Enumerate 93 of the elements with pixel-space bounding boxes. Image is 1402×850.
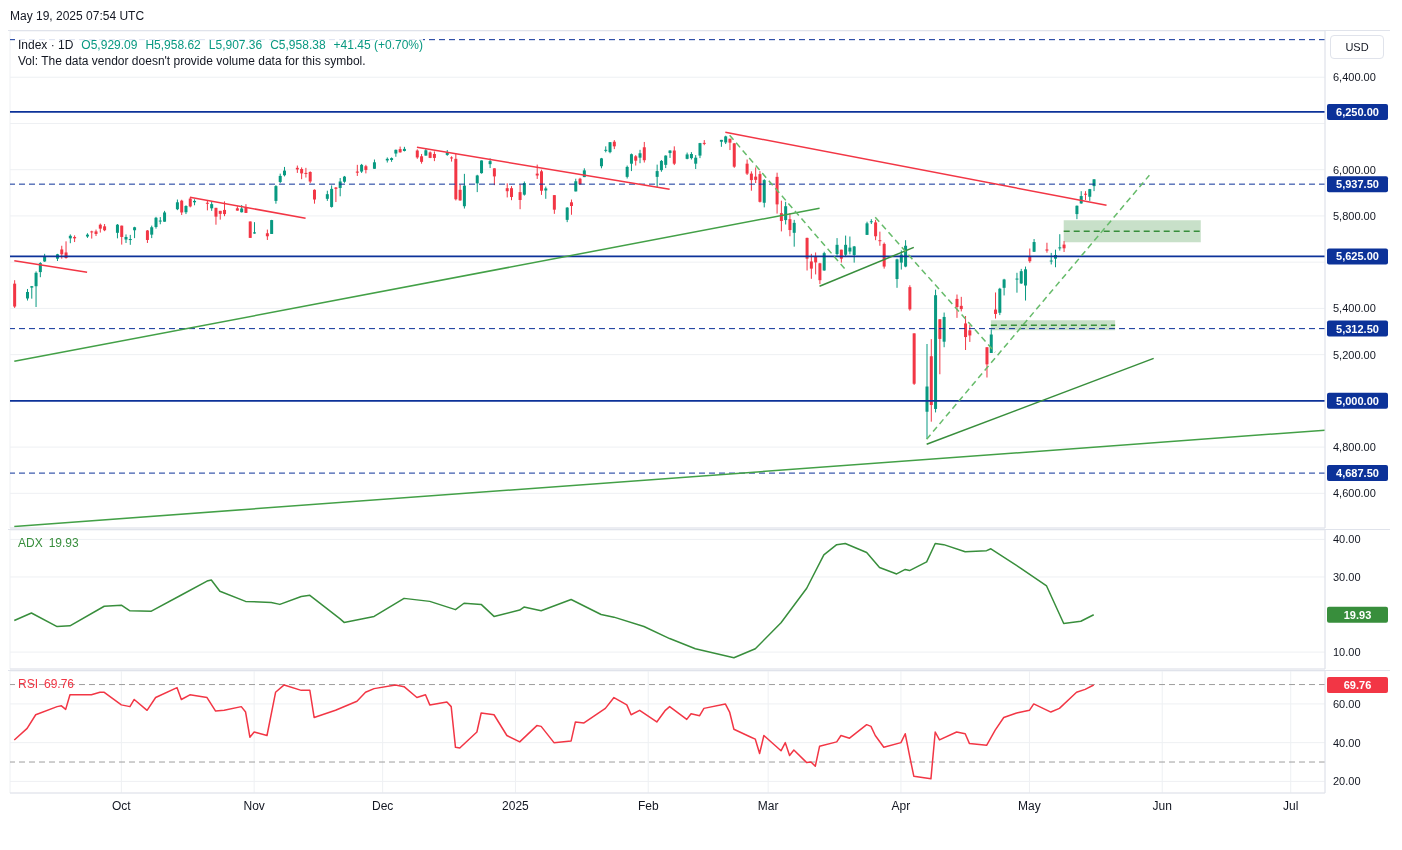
text: May 19, 2025 07:54 UTC	[9, 8, 146, 25]
y-tick-label: 40.00	[1333, 533, 1361, 546]
candlestick	[1015, 272, 1019, 294]
candlestick	[304, 167, 308, 179]
candlestick	[552, 194, 556, 215]
y-tick-label: 6,000.00	[1333, 163, 1376, 176]
candlestick	[1058, 233, 1062, 252]
candlestick	[330, 184, 334, 209]
x-tick-label: Jul	[1283, 798, 1299, 813]
candlestick	[488, 157, 492, 169]
candlestick	[994, 291, 998, 320]
annotation: 69.76	[44, 677, 75, 691]
candlestick	[34, 270, 38, 308]
series-label: RSI	[18, 677, 39, 691]
candlestick	[895, 258, 899, 289]
text: 19.93	[1343, 608, 1372, 621]
y-tick-label: 10.00	[1333, 646, 1361, 658]
candlestick	[985, 346, 989, 379]
y-axis-title: USD	[1330, 35, 1384, 59]
annotation: H5,958.62	[145, 38, 201, 52]
candlestick	[124, 233, 128, 244]
text: ADX	[18, 536, 43, 550]
y-tick-label: 4,800.00	[1333, 441, 1376, 453]
annotation: C5,958.38	[270, 38, 326, 52]
ref-line-label: 4,687.50	[1336, 467, 1379, 480]
x-tick-label: Feb	[637, 798, 659, 813]
ref-line-label: 5,937.50	[1336, 178, 1379, 191]
y-tick-label: 60.00	[1333, 697, 1361, 710]
annotation: Vol: The data vendor doesn't provide volume data for this symbol.	[18, 53, 367, 69]
candlestick	[1024, 266, 1028, 302]
ref-line-label: 5,625.00	[1336, 250, 1379, 263]
candlestick	[792, 219, 796, 248]
text: 69.76	[1343, 679, 1372, 692]
y-tick-label: 30.00	[1333, 570, 1361, 583]
y-tick-label: 5,200.00	[1333, 348, 1376, 361]
x-tick-label: Apr	[891, 798, 911, 813]
candlestick	[822, 251, 826, 272]
candlestick	[672, 145, 676, 166]
candlestick	[844, 235, 848, 258]
x-tick-label: Mar	[757, 798, 779, 813]
candlestick	[908, 284, 912, 312]
ref-line-label: 5,000.00	[1336, 394, 1379, 407]
y-tick-label: 20.00	[1333, 775, 1361, 788]
x-tick-label: Dec	[371, 798, 394, 813]
ref-line-label: 5,312.50	[1336, 322, 1379, 335]
ref-line-label: 6,250.00	[1336, 105, 1379, 118]
text: Index · 1D	[18, 38, 74, 52]
candlestick	[848, 236, 852, 255]
annotation: L5,907.36	[208, 38, 263, 52]
candlestick	[882, 242, 886, 270]
candlestick	[128, 234, 132, 246]
x-tick-label: Oct	[112, 798, 132, 813]
candlestick	[749, 170, 753, 192]
y-tick-label: 5,400.00	[1333, 302, 1376, 315]
candlestick	[462, 173, 466, 210]
x-tick-label: 2025	[502, 798, 530, 813]
annotation: +41.45 (+0.70%)	[333, 38, 423, 52]
candlestick	[334, 186, 338, 203]
y-tick-label: 40.00	[1333, 736, 1361, 749]
candlestick	[214, 207, 218, 226]
candlestick	[355, 164, 359, 177]
candlestick	[874, 219, 878, 241]
candlestick	[878, 231, 882, 247]
candlestick	[638, 149, 642, 164]
candlestick	[955, 294, 959, 319]
candlestick	[13, 279, 17, 309]
candlestick	[938, 318, 942, 375]
candlestick	[788, 212, 792, 237]
x-tick-label: Nov	[243, 798, 265, 813]
candlestick	[805, 237, 809, 271]
candlestick	[835, 237, 839, 257]
candlestick	[398, 146, 402, 154]
candlestick	[762, 178, 766, 208]
y-tick-label: 6,400.00	[1333, 71, 1376, 84]
candlestick	[274, 184, 278, 205]
annotation: O5,929.09	[81, 38, 138, 52]
candlestick	[728, 138, 732, 151]
candlestick	[450, 155, 454, 163]
candlestick	[642, 141, 646, 164]
annotation: 19.93	[48, 536, 79, 550]
y-tick-label: 4,600.00	[1333, 487, 1376, 500]
x-tick-label: Jun	[1152, 798, 1172, 813]
candlestick	[1045, 242, 1049, 254]
candlestick	[253, 221, 257, 235]
y-tick-label: 5,800.00	[1333, 209, 1376, 222]
candlestick	[1002, 278, 1006, 296]
candlestick	[655, 164, 659, 188]
x-tick-label: May	[1018, 798, 1041, 813]
candlestick	[732, 142, 736, 169]
candlestick	[94, 229, 98, 237]
candlestick	[964, 315, 968, 351]
candlestick	[518, 183, 522, 210]
candlestick	[809, 253, 813, 280]
